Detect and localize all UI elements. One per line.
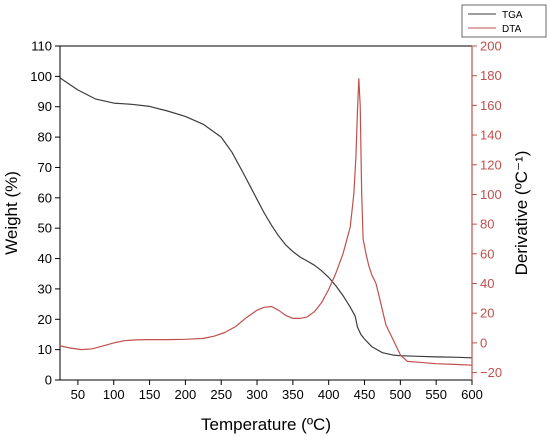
y-left-tick-label: 30 [38,281,52,296]
y-left-tick-label: 100 [30,69,52,84]
y-left-tick-label: 90 [38,99,52,114]
x-tick-label: 300 [246,387,268,402]
y-left-tick-label: 0 [45,373,52,388]
plot-area [59,45,473,381]
y-left-tick-label: 40 [38,251,52,266]
x-tick-label: 50 [71,387,85,402]
x-tick-label: 450 [354,387,376,402]
y-right-tick-label: 200 [480,39,502,54]
series-line-dta [59,78,473,366]
y-right-tick-label: 60 [480,246,494,261]
x-tick-label: 350 [282,387,304,402]
y-left-tick-label: 60 [38,190,52,205]
y-right-tick-label: 100 [480,187,502,202]
series-line-tga [59,77,473,359]
legend: TGA DTA [461,4,547,38]
legend-box [461,4,547,38]
y-left-tick-label: 50 [38,221,52,236]
x-tick-label: 250 [210,387,232,402]
y-right-tick-label: 180 [480,68,502,83]
y-right-tick-label: 40 [480,276,494,291]
y-right-tick-label: 140 [480,128,502,143]
y-left-tick-label: 20 [38,312,52,327]
x-tick-label: 150 [139,387,161,402]
y-right-tick-label: 20 [480,306,494,321]
x-tick-label: 400 [318,387,340,402]
y-axis-right-title: Derivative (ºC⁻¹) [512,151,531,276]
x-tick-label: 200 [175,387,197,402]
y-right-tick-label: 120 [480,157,502,172]
legend-label-dta: DTA [502,24,522,35]
y-left-tick-label: 110 [31,39,52,54]
y-left-tick-label: 70 [38,160,52,175]
y-right-tick-label: 80 [480,217,494,232]
y-right-tick-label: 0 [480,335,487,350]
x-tick-label: 500 [389,387,411,402]
y-left-tick-label: 80 [38,130,52,145]
y-left-tick-label: 10 [38,342,52,357]
legend-label-tga: TGA [502,10,523,21]
y-axis-left-title: Weight (%) [2,171,21,255]
y-right-tick-label: −20 [480,365,502,380]
x-axis-title: Temperature (ºC) [201,415,331,434]
x-tick-label: 100 [103,387,125,402]
y-right-tick-label: 160 [480,98,502,113]
x-tick-label: 550 [425,387,447,402]
x-tick-label: 600 [461,387,483,402]
